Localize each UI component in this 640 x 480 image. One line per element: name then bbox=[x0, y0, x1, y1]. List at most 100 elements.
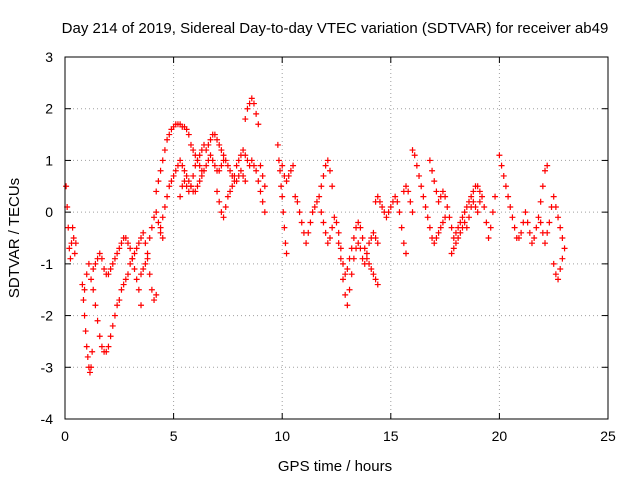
data-point bbox=[350, 255, 357, 262]
data-point bbox=[86, 369, 93, 376]
data-point bbox=[439, 188, 446, 195]
series-arc-m bbox=[318, 209, 381, 288]
data-point bbox=[416, 172, 423, 179]
data-point bbox=[124, 240, 131, 247]
data-point bbox=[348, 271, 355, 278]
data-point bbox=[426, 224, 433, 231]
data-point bbox=[368, 266, 375, 273]
data-point bbox=[505, 193, 512, 200]
data-point bbox=[198, 172, 205, 179]
data-point bbox=[542, 167, 549, 174]
data-point bbox=[133, 276, 140, 283]
data-point bbox=[531, 235, 538, 241]
data-point bbox=[129, 255, 136, 262]
data-point bbox=[413, 162, 420, 169]
data-point bbox=[550, 260, 557, 267]
data-point bbox=[374, 193, 381, 200]
data-point bbox=[363, 250, 370, 257]
data-point bbox=[374, 281, 381, 288]
data-point bbox=[409, 209, 416, 216]
data-point bbox=[465, 214, 472, 221]
data-point bbox=[209, 157, 216, 164]
data-point bbox=[90, 266, 97, 273]
data-point bbox=[261, 209, 268, 216]
data-point bbox=[144, 255, 151, 262]
data-point bbox=[111, 312, 118, 319]
data-point bbox=[318, 183, 325, 190]
data-point bbox=[153, 209, 160, 216]
data-point bbox=[277, 167, 284, 174]
data-point bbox=[485, 235, 492, 241]
data-point bbox=[442, 193, 449, 200]
x-tick-label: 15 bbox=[383, 428, 399, 444]
data-point bbox=[248, 95, 255, 102]
data-point bbox=[211, 162, 218, 169]
data-point bbox=[233, 162, 240, 169]
data-point bbox=[185, 188, 192, 195]
data-point bbox=[518, 229, 525, 236]
data-point bbox=[431, 240, 438, 247]
data-point bbox=[218, 209, 225, 216]
data-point bbox=[216, 141, 223, 148]
data-point bbox=[424, 214, 431, 221]
data-point bbox=[151, 214, 158, 221]
data-point bbox=[159, 235, 166, 241]
data-point bbox=[337, 255, 344, 262]
data-point bbox=[528, 240, 535, 247]
data-point bbox=[233, 178, 240, 185]
data-point bbox=[559, 235, 566, 241]
data-point bbox=[355, 219, 362, 226]
data-point bbox=[166, 183, 173, 190]
data-point bbox=[259, 172, 266, 179]
data-point bbox=[103, 348, 110, 355]
data-point bbox=[194, 157, 201, 164]
data-point bbox=[250, 162, 257, 169]
data-point bbox=[140, 266, 147, 273]
data-point bbox=[183, 126, 190, 133]
data-point bbox=[311, 203, 318, 210]
data-point bbox=[435, 198, 442, 205]
data-point bbox=[544, 229, 551, 236]
data-point bbox=[552, 271, 559, 278]
data-point bbox=[374, 240, 381, 247]
data-point bbox=[274, 141, 281, 148]
data-point bbox=[159, 157, 166, 164]
data-point bbox=[476, 188, 483, 195]
data-point bbox=[463, 224, 470, 231]
data-point bbox=[244, 105, 251, 112]
data-point bbox=[335, 229, 342, 236]
data-point bbox=[242, 178, 249, 185]
data-point bbox=[237, 167, 244, 174]
data-point bbox=[372, 235, 379, 241]
data-point bbox=[83, 343, 90, 350]
data-point bbox=[109, 260, 116, 267]
data-point bbox=[196, 178, 203, 185]
data-point bbox=[483, 219, 490, 226]
data-point bbox=[153, 188, 160, 195]
data-point bbox=[344, 302, 351, 309]
data-point bbox=[487, 224, 494, 231]
data-point bbox=[216, 167, 223, 174]
data-point bbox=[420, 193, 427, 200]
data-point bbox=[337, 245, 344, 252]
data-point bbox=[359, 235, 366, 241]
data-point bbox=[259, 198, 266, 205]
data-point bbox=[489, 209, 496, 216]
data-point bbox=[305, 229, 312, 236]
data-point bbox=[515, 235, 522, 241]
data-point bbox=[533, 224, 540, 231]
data-point bbox=[105, 271, 112, 278]
data-point bbox=[98, 255, 105, 262]
data-point bbox=[275, 157, 282, 164]
data-point bbox=[309, 209, 316, 216]
data-point bbox=[481, 203, 488, 210]
data-point bbox=[220, 152, 227, 159]
data-point bbox=[444, 203, 451, 210]
data-point bbox=[435, 229, 442, 236]
data-point bbox=[96, 250, 103, 257]
data-point bbox=[303, 240, 310, 247]
data-point bbox=[120, 281, 127, 288]
data-point bbox=[164, 193, 171, 200]
data-point bbox=[502, 183, 509, 190]
